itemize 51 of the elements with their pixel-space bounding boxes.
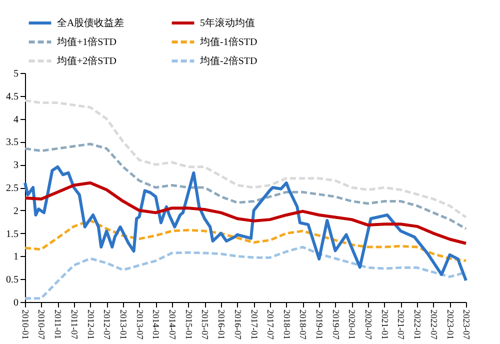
y-tick-label: 3 (14, 160, 18, 172)
x-tick-label: 2015-01 (184, 310, 194, 340)
x-tick-label: 2015-07 (200, 310, 210, 340)
x-tick-label: 2013-01 (118, 310, 129, 340)
y-tick-label: 4.5 (6, 91, 18, 102)
legend-label: 均值-1倍STD (199, 36, 258, 48)
x-tick-label: 2018-07 (298, 310, 308, 340)
y-tick-label: 1.5 (6, 228, 18, 240)
x-tick-label: 2020-07 (364, 310, 374, 340)
x-tick-label: 2017-07 (265, 310, 276, 340)
line-series (24, 165, 468, 282)
x-tick-label: 2019-07 (330, 310, 341, 340)
x-tick-label: 2022-07 (428, 310, 439, 340)
y-tick-label: 0.5 (6, 274, 18, 286)
legend-label: 均值+1倍STD (56, 36, 117, 48)
legend-label: 5年滚动均值 (200, 17, 255, 29)
x-tick-label: 2011-07 (69, 310, 80, 340)
x-tick-label: 2017-01 (249, 310, 260, 340)
y-tick-label: 5 (14, 68, 18, 80)
legend-label: 均值+2倍STD (56, 55, 117, 67)
x-tick-label: 2022-01 (412, 310, 423, 340)
x-tick-label: 2011-01 (53, 310, 64, 340)
legend-label: 均值-2倍STD (199, 55, 258, 67)
x-tick-label: 2012-01 (86, 310, 96, 340)
y-tick-label: 1 (14, 252, 18, 263)
x-tick-label: 2014-07 (167, 310, 178, 340)
x-tick-label: 2023-01 (445, 310, 456, 340)
x-tick-label: 2023-07 (462, 310, 472, 340)
x-tick-label: 2019-01 (314, 310, 325, 340)
line-series (24, 181, 468, 245)
x-tick-label: 2013-07 (134, 310, 145, 340)
y-tick-label: 3.5 (6, 137, 18, 148)
x-tick-label: 2010-01 (20, 310, 30, 340)
line-series (24, 219, 468, 262)
y-tick-label: 4 (14, 114, 18, 126)
x-tick-label: 2021-07 (396, 310, 406, 340)
x-tick-label: 2014-01 (151, 310, 162, 340)
x-tick-label: 2020-01 (347, 310, 358, 340)
line-series (24, 142, 468, 230)
legend-label: 全A股债收益差 (57, 17, 124, 29)
y-tick-label: 0 (14, 298, 18, 308)
x-tick-label: 2018-01 (282, 310, 292, 340)
x-tick-label: 2021-01 (380, 310, 390, 340)
line-series (24, 246, 468, 300)
line-series (24, 99, 468, 219)
x-tick-label: 2010-07 (36, 310, 47, 340)
y-tick-label: 2.5 (6, 183, 18, 194)
x-tick-label: 2016-01 (216, 310, 227, 340)
x-tick-label: 2016-07 (232, 310, 243, 340)
x-tick-label: 2012-07 (102, 310, 112, 340)
y-tick-label: 2 (14, 206, 18, 217)
